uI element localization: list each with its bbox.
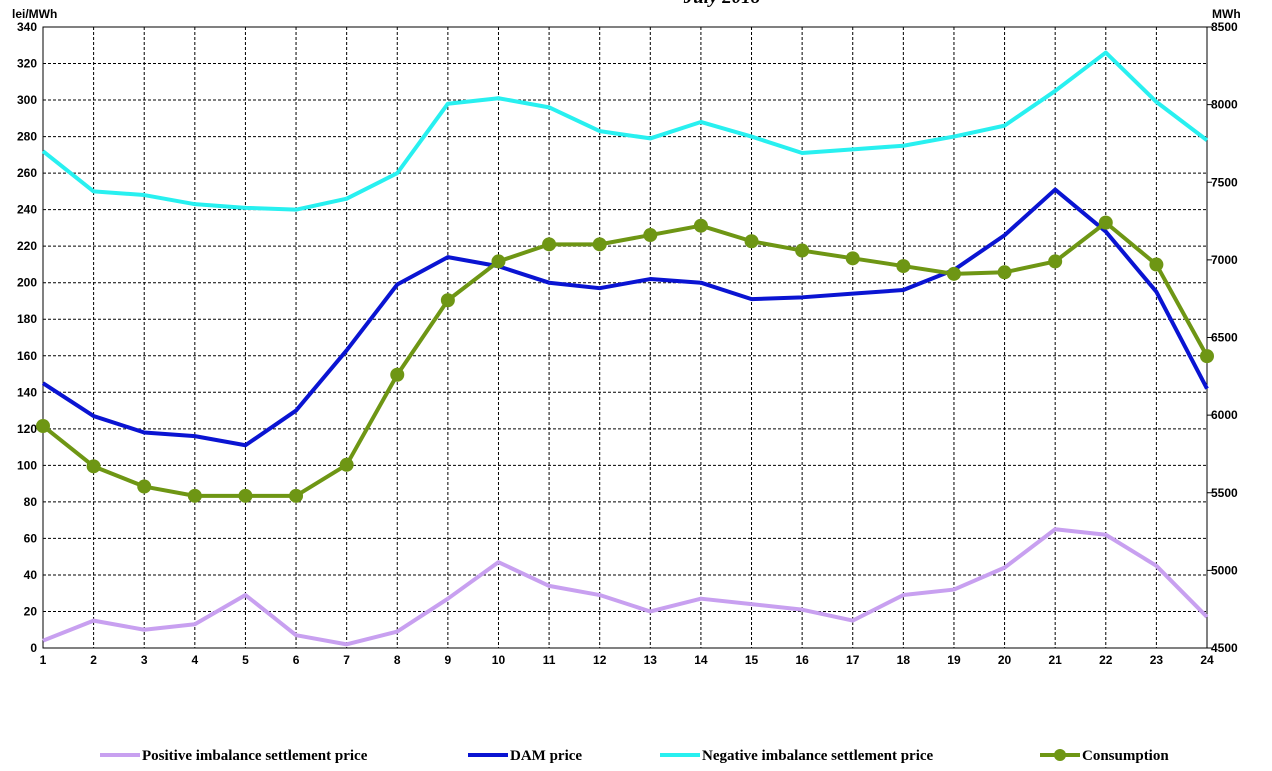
y-tick-label: 220: [17, 239, 37, 253]
y2-tick-label: 5000: [1211, 563, 1238, 577]
x-tick-label: 19: [947, 653, 961, 667]
x-tick-label: 9: [445, 653, 452, 667]
x-tick-label: 21: [1048, 653, 1062, 667]
series-marker: [238, 488, 253, 503]
y-tick-label: 300: [17, 93, 37, 107]
y2-tick-label: 7500: [1211, 175, 1238, 189]
series-marker: [137, 479, 152, 494]
y-tick-label: 40: [24, 568, 38, 582]
x-tick-label: 24: [1200, 653, 1214, 667]
series-marker: [86, 459, 101, 474]
x-tick-label: 14: [694, 653, 708, 667]
series-marker: [1149, 257, 1164, 272]
x-tick-label: 15: [745, 653, 759, 667]
y2-tick-label: 4500: [1211, 641, 1238, 655]
y-tick-label: 140: [17, 385, 37, 399]
y-tick-label: 320: [17, 57, 37, 71]
y-tick-label: 100: [17, 458, 37, 472]
y-axis-label: lei/MWh: [12, 7, 57, 21]
y2-tick-label: 8500: [1211, 20, 1238, 34]
y-tick-label: 240: [17, 203, 37, 217]
series-marker: [491, 254, 506, 269]
y-tick-label: 180: [17, 312, 37, 326]
x-tick-label: 10: [492, 653, 506, 667]
y-tick-label: 0: [30, 641, 37, 655]
x-tick-label: 18: [897, 653, 911, 667]
series-marker: [390, 367, 405, 382]
series-marker: [997, 265, 1012, 280]
series-marker: [744, 234, 759, 249]
legend-label: Negative imbalance settlement price: [702, 748, 934, 764]
x-tick-label: 4: [191, 653, 198, 667]
chart-title: July 2018: [683, 0, 761, 8]
y2-tick-label: 6000: [1211, 408, 1238, 422]
series-marker: [592, 237, 607, 252]
legend-label: DAM price: [510, 748, 582, 764]
legend-label: Consumption: [1082, 748, 1169, 764]
series-marker: [339, 457, 354, 472]
legend-label: Positive imbalance settlement price: [142, 748, 368, 764]
series-marker: [187, 488, 202, 503]
x-tick-label: 20: [998, 653, 1012, 667]
y-tick-label: 340: [17, 20, 37, 34]
y2-tick-label: 5500: [1211, 486, 1238, 500]
plot-border: [42, 26, 1208, 649]
series-line: [42, 527, 1209, 647]
x-tick-label: 16: [795, 653, 809, 667]
y-tick-label: 200: [17, 276, 37, 290]
x-tick-label: 8: [394, 653, 401, 667]
series-marker: [1200, 349, 1214, 364]
y2-axis-label: MWh: [1212, 7, 1241, 21]
y2-tick-label: 6500: [1211, 331, 1238, 345]
y-tick-label: 260: [17, 166, 37, 180]
legend-marker: [1054, 749, 1066, 761]
y-tick-label: 280: [17, 130, 37, 144]
x-tick-label: 7: [343, 653, 350, 667]
y-tick-label: 60: [24, 531, 38, 545]
series-marker: [693, 218, 708, 233]
x-tick-label: 13: [644, 653, 658, 667]
x-tick-label: 3: [141, 653, 148, 667]
series-line: [41, 50, 1209, 212]
series-marker: [643, 228, 658, 243]
series-marker: [1098, 215, 1113, 230]
series-marker: [946, 266, 961, 281]
series-marker: [1048, 254, 1063, 269]
series-marker: [36, 418, 50, 433]
x-tick-label: 11: [543, 653, 556, 667]
y-tick-label: 120: [17, 422, 37, 436]
series-marker: [440, 293, 455, 308]
x-tick-label: 22: [1099, 653, 1113, 667]
y-tick-label: 160: [17, 349, 37, 363]
x-tick-label: 2: [90, 653, 97, 667]
x-tick-label: 6: [293, 653, 300, 667]
y-tick-label: 20: [24, 604, 38, 618]
series-line: [41, 220, 1209, 498]
series-marker: [289, 488, 304, 503]
series-marker: [845, 251, 860, 266]
series-marker: [896, 259, 911, 274]
x-tick-label: 17: [846, 653, 860, 667]
x-tick-label: 5: [242, 653, 249, 667]
series-marker: [542, 237, 557, 252]
x-tick-label: 1: [40, 653, 47, 667]
x-tick-label: 12: [593, 653, 607, 667]
y2-tick-label: 7000: [1211, 253, 1238, 267]
series-line: [41, 187, 1209, 448]
y-tick-label: 80: [24, 495, 38, 509]
series-marker: [795, 243, 810, 258]
x-tick-label: 23: [1150, 653, 1164, 667]
y2-tick-label: 8000: [1211, 98, 1238, 112]
